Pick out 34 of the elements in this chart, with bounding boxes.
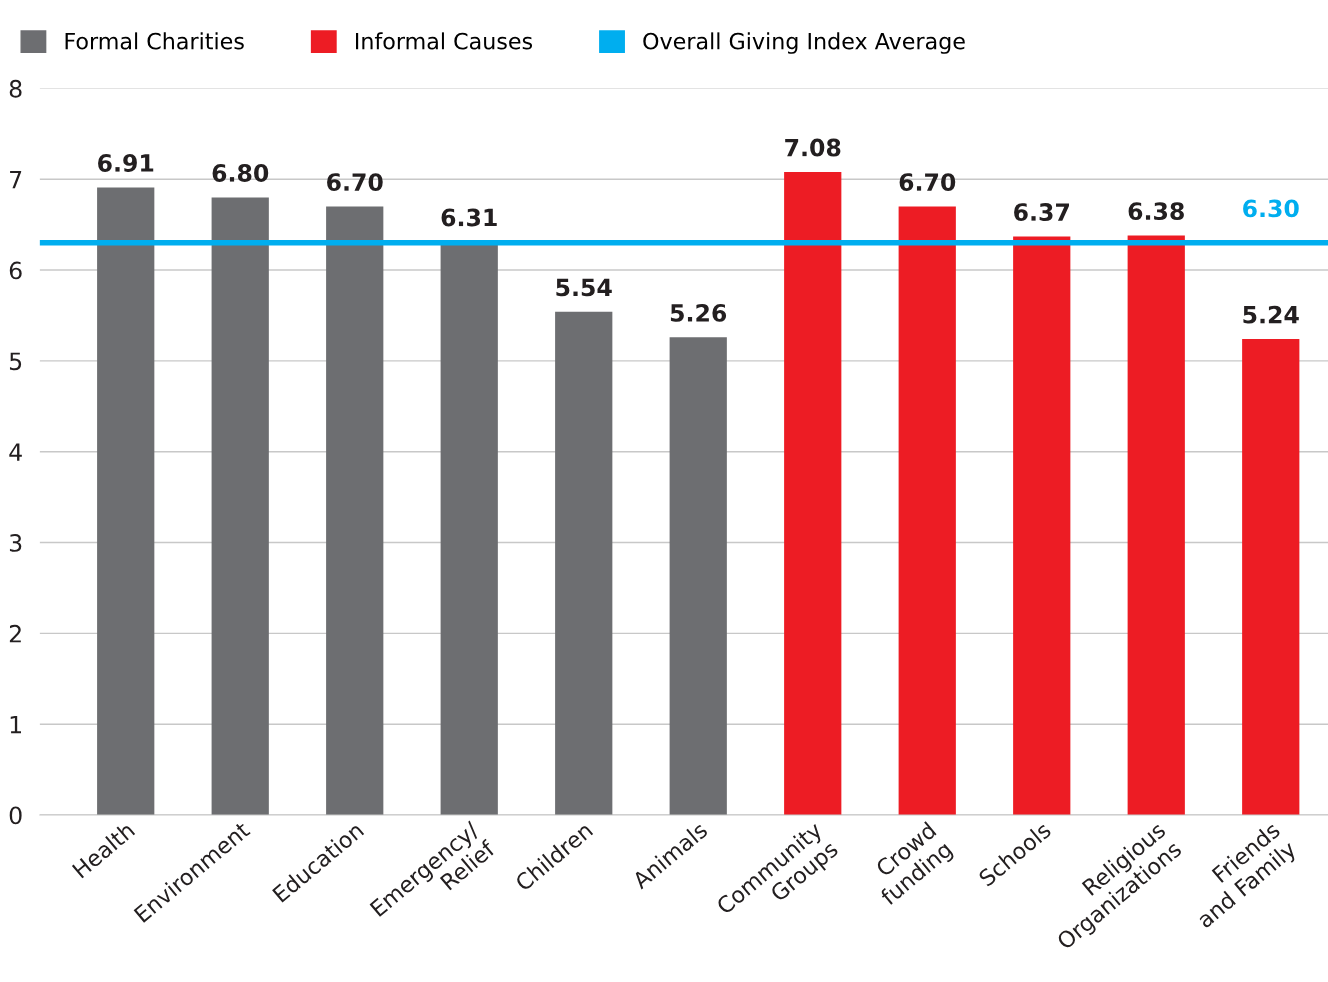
bar [898, 206, 956, 816]
bar [1013, 236, 1071, 816]
bar [211, 197, 269, 816]
data-label: 5.24 [1243, 305, 1299, 324]
legend-label: Overall Giving Index Average [643, 32, 965, 54]
bar [784, 171, 842, 816]
bar [1242, 339, 1300, 816]
y-tick-label: 5 [9, 352, 22, 371]
data-label: 5.26 [670, 303, 727, 322]
legend-label: Informal Causes [355, 32, 533, 50]
bar [669, 337, 727, 816]
y-tick-label: 0 [9, 806, 22, 825]
y-tick-label: 2 [9, 624, 21, 643]
y-tick-label: 7 [10, 170, 22, 189]
data-label: 6.80 [212, 164, 269, 182]
legend-label: Formal Charities [65, 32, 244, 50]
data-label: 6.31 [441, 208, 497, 227]
y-tick-label: 6 [9, 261, 22, 280]
y-tick-label: 8 [9, 79, 22, 98]
bar [326, 206, 384, 816]
bar [555, 311, 613, 816]
bar [1127, 235, 1185, 816]
y-tick-label: 1 [10, 715, 21, 734]
bar [97, 187, 155, 816]
data-label: 6.70 [327, 173, 383, 191]
annotation: 6.30 [1243, 199, 1299, 218]
data-label: 6.38 [1128, 202, 1184, 221]
data-label: 7.08 [785, 138, 841, 157]
data-label: 6.37 [1014, 203, 1069, 221]
y-tick-label: 3 [9, 534, 22, 552]
y-tick-label: 4 [9, 443, 22, 461]
data-label: 6.91 [98, 154, 154, 172]
data-label: 5.54 [556, 278, 612, 297]
data-label: 6.70 [899, 173, 956, 191]
